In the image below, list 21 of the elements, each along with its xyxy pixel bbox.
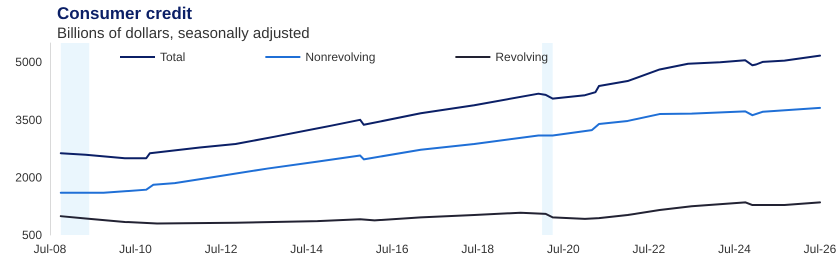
x-tick-label: Jul-08: [34, 242, 67, 256]
chart-title: Consumer credit: [57, 4, 192, 23]
y-tick-label: 3500: [15, 112, 42, 127]
x-tick-label: Jul-20: [547, 242, 580, 256]
line-series: [60, 106, 821, 194]
legend-label: Revolving: [495, 50, 548, 64]
legend-label: Total: [160, 50, 186, 64]
y-tick-label: 2000: [15, 170, 42, 184]
line-series: [60, 201, 821, 224]
legend-label: Nonrevolving: [305, 50, 376, 64]
x-tick-label: Jul-24: [718, 242, 752, 256]
y-tick-label: 5000: [15, 55, 42, 70]
chart-subtitle: Billions of dollars, seasonally adjusted: [57, 25, 310, 42]
x-tick-label: Jul-18: [461, 242, 494, 256]
x-tick-label: Jul-10: [119, 242, 152, 256]
x-tick-label: Jul-22: [632, 242, 666, 256]
x-tick-label: Jul-14: [290, 242, 324, 256]
x-tick-label: Jul-16: [376, 242, 409, 256]
x-tick-label: Jul-26: [804, 242, 837, 256]
x-tick-label: Jul-12: [204, 242, 238, 256]
y-tick-label: 500: [22, 228, 42, 242]
